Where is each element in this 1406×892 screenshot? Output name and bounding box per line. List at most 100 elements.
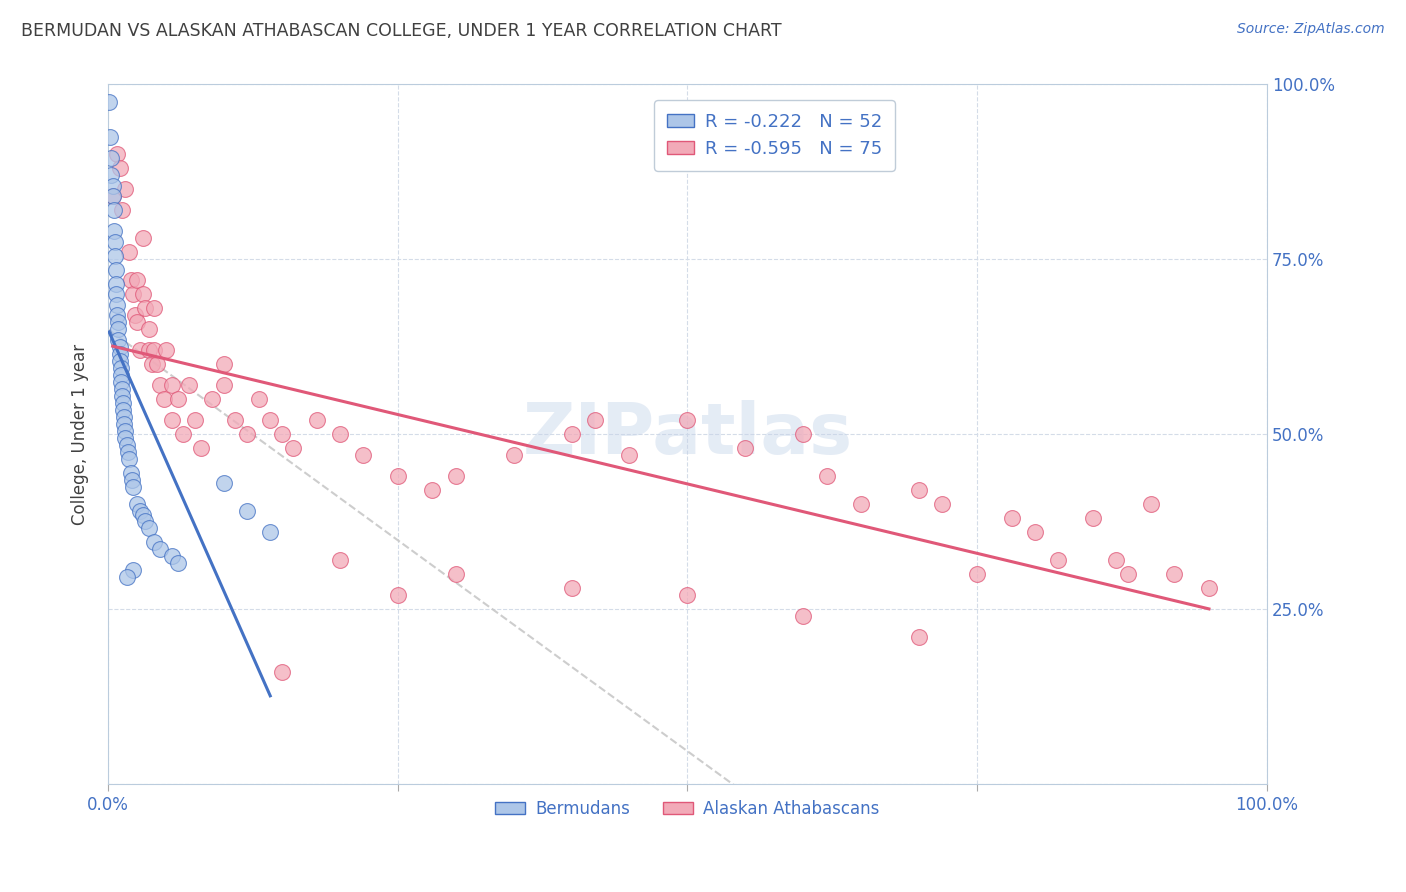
- Point: [132, 508, 155, 522]
- Point: [908, 630, 931, 644]
- Point: [422, 483, 444, 497]
- Point: [124, 308, 146, 322]
- Point: [212, 378, 235, 392]
- Point: [117, 444, 139, 458]
- Point: [179, 378, 201, 392]
- Point: [444, 566, 467, 581]
- Point: [100, 169, 122, 183]
- Point: [212, 476, 235, 491]
- Point: [734, 441, 756, 455]
- Point: [101, 189, 124, 203]
- Point: [212, 357, 235, 371]
- Point: [1081, 511, 1104, 525]
- Point: [112, 402, 135, 417]
- Point: [112, 395, 135, 409]
- Point: [121, 473, 143, 487]
- Point: [583, 413, 606, 427]
- Point: [110, 368, 132, 382]
- Y-axis label: College, Under 1 year: College, Under 1 year: [72, 343, 89, 524]
- Point: [270, 665, 292, 679]
- Point: [105, 262, 128, 277]
- Point: [236, 427, 259, 442]
- Point: [125, 273, 148, 287]
- Point: [259, 413, 281, 427]
- Point: [792, 608, 814, 623]
- Point: [103, 203, 125, 218]
- Point: [184, 413, 207, 427]
- Point: [283, 441, 305, 455]
- Point: [792, 427, 814, 442]
- Point: [143, 343, 166, 358]
- Point: [111, 389, 134, 403]
- Point: [247, 392, 270, 406]
- Point: [115, 437, 138, 451]
- Point: [305, 413, 328, 427]
- Point: [111, 203, 134, 218]
- Point: [114, 182, 136, 196]
- Point: [105, 277, 128, 291]
- Point: [118, 245, 141, 260]
- Point: [1105, 553, 1128, 567]
- Point: [387, 588, 409, 602]
- Point: [108, 161, 131, 176]
- Point: [931, 497, 953, 511]
- Point: [444, 469, 467, 483]
- Point: [122, 564, 145, 578]
- Point: [122, 479, 145, 493]
- Point: [104, 235, 127, 249]
- Point: [107, 315, 129, 329]
- Point: [270, 427, 292, 442]
- Point: [105, 287, 128, 301]
- Point: [1140, 497, 1163, 511]
- Point: [143, 535, 166, 549]
- Point: [110, 360, 132, 375]
- Point: [1163, 566, 1185, 581]
- Point: [149, 378, 172, 392]
- Point: [152, 392, 174, 406]
- Point: [112, 409, 135, 424]
- Point: [966, 566, 988, 581]
- Point: [166, 392, 188, 406]
- Point: [105, 147, 128, 161]
- Point: [1198, 581, 1220, 595]
- Point: [387, 469, 409, 483]
- Point: [110, 375, 132, 389]
- Point: [329, 427, 352, 442]
- Point: [619, 448, 641, 462]
- Point: [111, 382, 134, 396]
- Point: [851, 497, 873, 511]
- Point: [105, 298, 128, 312]
- Point: [676, 413, 699, 427]
- Point: [98, 95, 121, 109]
- Point: [129, 343, 152, 358]
- Point: [138, 343, 160, 358]
- Point: [676, 588, 699, 602]
- Point: [1047, 553, 1070, 567]
- Point: [114, 424, 136, 438]
- Text: Source: ZipAtlas.com: Source: ZipAtlas.com: [1237, 22, 1385, 37]
- Point: [120, 466, 142, 480]
- Point: [352, 448, 374, 462]
- Text: ZIPatlas: ZIPatlas: [523, 400, 852, 468]
- Point: [190, 441, 212, 455]
- Point: [160, 549, 183, 564]
- Point: [129, 504, 152, 518]
- Point: [108, 346, 131, 360]
- Point: [236, 504, 259, 518]
- Point: [166, 557, 188, 571]
- Point: [125, 315, 148, 329]
- Point: [141, 357, 163, 371]
- Point: [1001, 511, 1024, 525]
- Point: [114, 431, 136, 445]
- Point: [160, 378, 183, 392]
- Point: [125, 497, 148, 511]
- Text: BERMUDAN VS ALASKAN ATHABASCAN COLLEGE, UNDER 1 YEAR CORRELATION CHART: BERMUDAN VS ALASKAN ATHABASCAN COLLEGE, …: [21, 22, 782, 40]
- Point: [172, 427, 194, 442]
- Point: [160, 413, 183, 427]
- Point: [561, 581, 583, 595]
- Point: [112, 417, 135, 431]
- Point: [100, 151, 122, 165]
- Point: [118, 451, 141, 466]
- Point: [101, 189, 124, 203]
- Point: [143, 301, 166, 316]
